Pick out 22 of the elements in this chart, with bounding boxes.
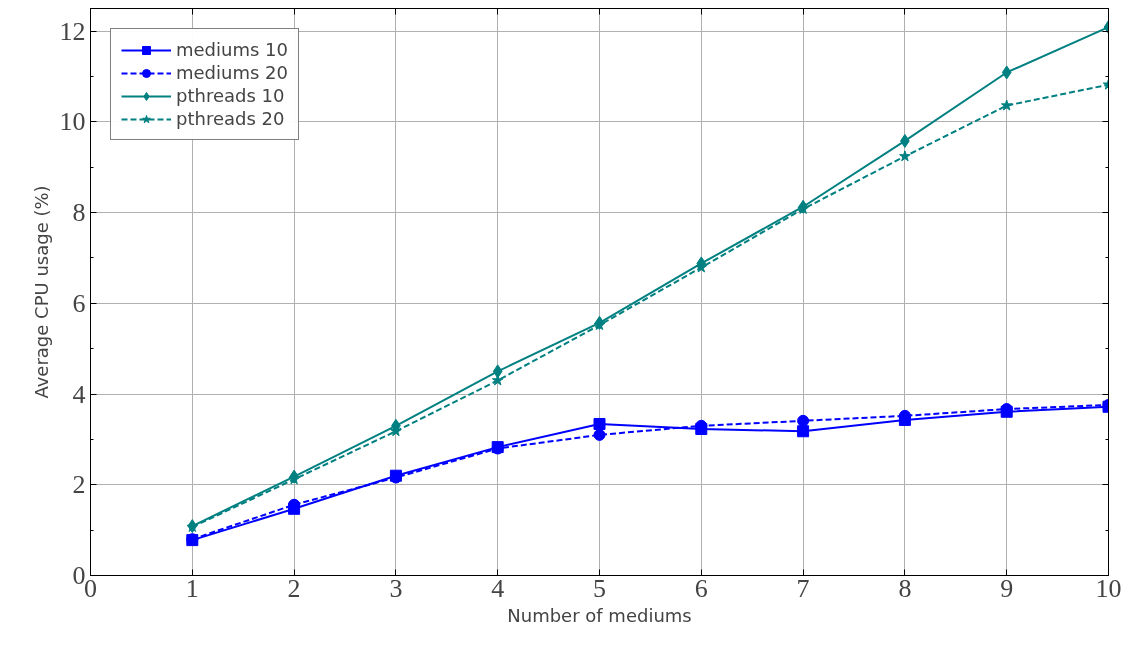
y-tick-label: 4: [72, 379, 86, 409]
legend-label: pthreads 10: [176, 85, 285, 106]
x-tick-label: 10: [1095, 573, 1122, 603]
x-tick-label: 4: [491, 573, 505, 603]
x-tick-label: 9: [1000, 573, 1014, 603]
y-tick-label: 12: [59, 16, 86, 46]
y-tick-label: 6: [72, 288, 86, 318]
x-tick-label: 3: [389, 573, 403, 603]
x-tick-label: 6: [694, 573, 708, 603]
y-tick-label: 8: [72, 198, 86, 228]
x-tick-label: 8: [898, 573, 912, 603]
x-axis-title: Number of mediums: [507, 604, 692, 626]
legend-label: pthreads 20: [176, 108, 285, 129]
x-tick-label: 1: [185, 573, 199, 603]
y-axis-title: Average CPU usage (%): [30, 185, 52, 399]
y-tick-label: 2: [72, 470, 86, 500]
y-tick-label: 10: [59, 107, 86, 137]
legend-label: mediums 20: [176, 62, 288, 83]
x-tick-label: 5: [593, 573, 606, 603]
x-tick-label: 2: [287, 573, 301, 603]
x-tick-label: 7: [796, 573, 810, 603]
legend-label: mediums 10: [176, 39, 288, 60]
